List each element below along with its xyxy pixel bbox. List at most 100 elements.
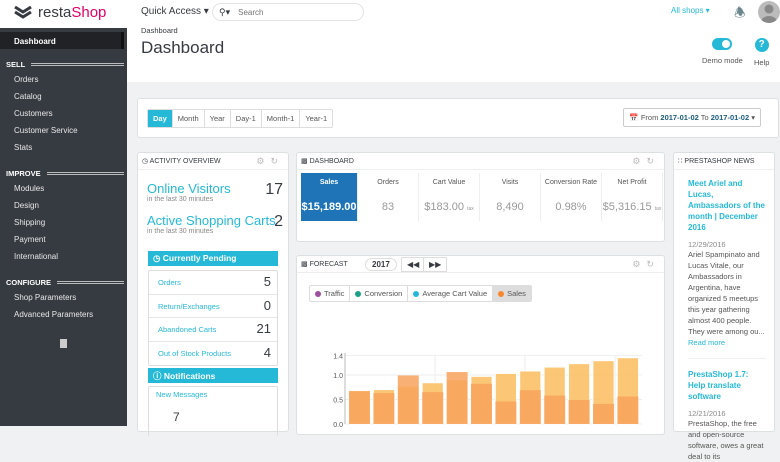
y-tick-label: 1.4 xyxy=(333,353,343,360)
sidebar-item-international[interactable]: International xyxy=(14,252,59,261)
period-year[interactable]: Year xyxy=(205,110,231,127)
sales-bar xyxy=(422,392,444,424)
forecast-panel: ▩ Forecast ⚙↻ 2017 ◀◀ ▶▶ Traffic Conversi… xyxy=(296,255,665,435)
legend-traffic[interactable]: Traffic xyxy=(310,286,351,301)
sidebar-item-orders[interactable]: Orders xyxy=(14,75,39,84)
dot-icon xyxy=(355,290,362,297)
next-year-button[interactable]: ▶▶ xyxy=(423,257,448,272)
new-messages-count: 7 xyxy=(173,410,180,424)
refresh-icon[interactable]: ↻ xyxy=(646,259,660,269)
refresh-icon[interactable]: ↻ xyxy=(270,156,284,166)
pending-returns[interactable]: Return/Exchanges 0 xyxy=(149,295,277,318)
news-body: Ariel Spampinato and Lucas Vitale, our A… xyxy=(688,250,765,336)
read-more-link[interactable]: Read more xyxy=(688,338,726,347)
logo-text-accent: Shop xyxy=(71,4,107,21)
sidebar-item-modules[interactable]: Modules xyxy=(14,184,45,193)
to-label: To xyxy=(700,113,709,122)
period-day[interactable]: Day xyxy=(148,110,173,127)
notifications-list: New Messages 7 xyxy=(148,386,278,436)
news-body: PrestaShop, the free and open-source sof… xyxy=(688,419,764,461)
news-list: Meet Ariel and Lucas, Ambassadors of the… xyxy=(674,170,774,462)
sidebar-item-payment[interactable]: Payment xyxy=(14,235,46,244)
news-title-link[interactable]: PrestaShop 1.7: Help translate software xyxy=(688,370,749,401)
legend-label: Conversion xyxy=(364,289,403,298)
news-panel: ∷ PrestaShop News Meet Ariel and Lucas, … xyxy=(673,152,775,461)
pending-out-of-stock[interactable]: Out of Stock Products 4 xyxy=(149,342,277,366)
new-messages-link[interactable]: New Messages xyxy=(156,390,208,399)
breadcrumb[interactable]: Dashboard xyxy=(141,26,178,35)
sidebar-item-customer-service[interactable]: Customer Service xyxy=(14,126,78,135)
active-carts-count: 2 xyxy=(274,213,283,230)
from-label: From xyxy=(640,113,659,122)
search-icon[interactable]: ⚲▾ xyxy=(219,6,231,17)
legend-average-cart-value[interactable]: Average Cart Value xyxy=(408,286,494,301)
active-carts-link[interactable]: Active Shopping Carts xyxy=(147,213,276,228)
kpi-value: 0.98% xyxy=(555,201,587,213)
sidebar-item-catalog[interactable]: Catalog xyxy=(14,92,42,101)
sidebar-section-improve: IMPROVE xyxy=(6,169,124,178)
sidebar-item-shop-parameters[interactable]: Shop Parameters xyxy=(14,293,77,302)
search-input[interactable] xyxy=(238,7,339,17)
info-icon: ⓘ xyxy=(153,371,162,381)
kpi-cart-value[interactable]: Cart Value $183.00 tax xyxy=(419,173,480,221)
kpi-net-profit[interactable]: Net Profit $5,316.15 tax xyxy=(602,173,663,221)
page-title: Dashboard xyxy=(141,38,225,57)
online-visitors-link[interactable]: Online Visitors xyxy=(147,181,231,196)
pending-value: 0 xyxy=(263,297,271,313)
pending-value: 4 xyxy=(263,344,271,360)
kpi-visits[interactable]: Visits 8,490 xyxy=(480,173,541,221)
kpi-conversion-rate[interactable]: Conversion Rate 0.98% xyxy=(541,173,602,221)
pending-label: Abandoned Carts xyxy=(158,325,217,334)
sales-bar xyxy=(617,396,639,424)
bell-icon[interactable]: 🕭 xyxy=(734,5,746,20)
dot-icon xyxy=(498,290,505,297)
demo-mode-label: Demo mode xyxy=(702,56,743,65)
quick-access-dropdown[interactable]: Quick Access ▾ xyxy=(141,6,209,17)
legend-sales[interactable]: Sales xyxy=(493,286,531,301)
logo[interactable]: restaShop xyxy=(14,4,106,21)
collapse-sidebar-icon[interactable] xyxy=(60,339,67,348)
sidebar-section-configure: CONFIGURE xyxy=(6,278,124,287)
demo-mode-toggle[interactable]: Demo mode xyxy=(702,38,743,65)
sidebar-item-dashboard[interactable]: Dashboard xyxy=(0,32,124,49)
y-tick-label: 0.5 xyxy=(333,398,343,405)
sidebar-item-advanced-parameters[interactable]: Advanced Parameters xyxy=(14,310,94,319)
gear-icon[interactable]: ⚙ xyxy=(256,156,271,166)
search-bar: ⚲▾ xyxy=(212,3,364,21)
sidebar-item-shipping[interactable]: Shipping xyxy=(14,218,46,227)
help-button[interactable]: ? Help xyxy=(754,38,769,67)
period-month-1[interactable]: Month-1 xyxy=(262,110,301,127)
period-day-1[interactable]: Day-1 xyxy=(231,110,262,127)
period-year-1[interactable]: Year-1 xyxy=(305,114,328,123)
sales-bar xyxy=(349,391,370,424)
sidebar-item-customers[interactable]: Customers xyxy=(14,109,53,118)
gear-icon[interactable]: ⚙ xyxy=(632,156,647,166)
news-title-link[interactable]: Meet Ariel and Lucas, Ambassadors of the… xyxy=(688,179,765,232)
legend-conversion[interactable]: Conversion xyxy=(350,286,409,301)
online-visitors-count: 17 xyxy=(265,181,283,198)
sales-bar xyxy=(397,375,419,424)
kpi-sales[interactable]: Sales $15,189.00 xyxy=(301,173,358,221)
logo-chevron-icon xyxy=(14,5,32,19)
previous-year-button[interactable]: ◀◀ xyxy=(401,257,426,272)
period-month[interactable]: Month xyxy=(173,110,205,127)
kpi-orders[interactable]: Orders 83 xyxy=(358,173,419,221)
toggle-switch-icon[interactable] xyxy=(712,38,733,50)
period-selector: Day Month Year Day-1 Month-1 Year-1 xyxy=(147,109,334,128)
shop-selector[interactable]: All shops ▾ xyxy=(671,6,710,15)
notifications-header: ⓘ Notifications xyxy=(148,368,278,383)
sidebar-item-design[interactable]: Design xyxy=(14,201,39,210)
refresh-icon[interactable]: ↻ xyxy=(646,156,660,166)
kpi-tax: tax xyxy=(467,206,474,212)
active-carts: Active Shopping Carts in the last 30 minu… xyxy=(147,213,276,235)
date-range-picker[interactable]: 📅 From 2017-01-02 To 2017-01-02 ▾ xyxy=(623,108,761,127)
pending-abandoned-carts[interactable]: Abandoned Carts 21 xyxy=(149,318,277,342)
gear-icon[interactable]: ⚙ xyxy=(632,259,647,269)
sales-bar xyxy=(471,383,492,424)
avatar[interactable] xyxy=(758,1,780,23)
bar-chart-icon: ▩ xyxy=(301,158,308,165)
pending-orders[interactable]: Orders 5 xyxy=(149,271,277,295)
pending-list: Orders 5 Return/Exchanges 0 Abandoned Cart… xyxy=(148,270,278,366)
pending-label: Orders xyxy=(158,278,181,287)
sidebar-item-stats[interactable]: Stats xyxy=(14,143,33,152)
